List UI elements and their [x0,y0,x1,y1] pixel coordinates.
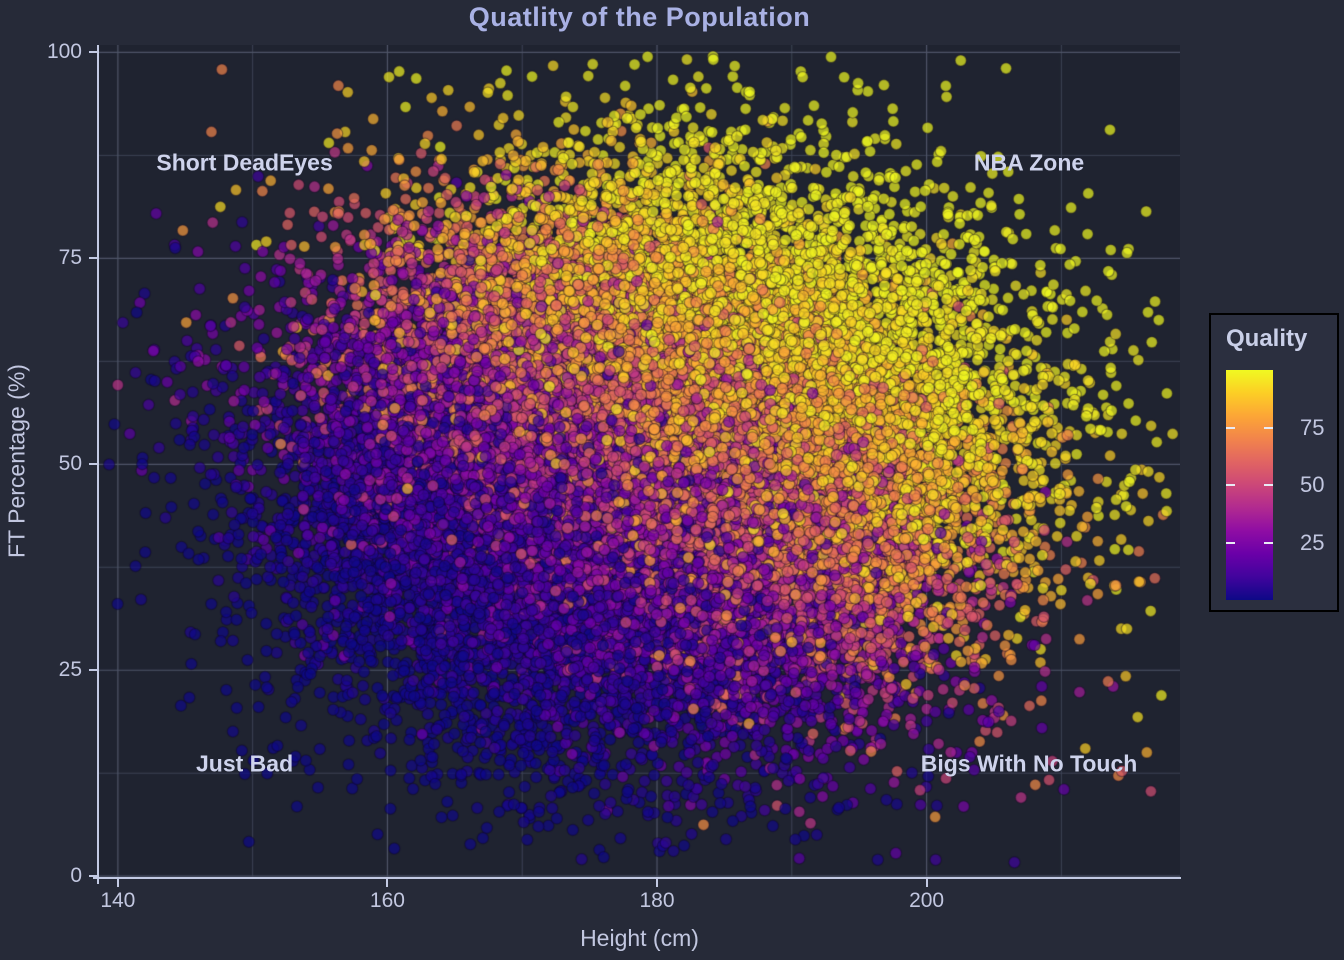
colorbar-tick-mark [1226,541,1235,544]
y-axis-tick-label: 75 [58,246,82,270]
colorbar-tick-mark [1226,484,1235,486]
y-axis-tick-mark [89,51,97,54]
y-axis-tick-mark [89,669,97,672]
x-axis-tick-mark [656,879,659,887]
x-axis-title: Height (cm) [580,925,699,951]
colorbar-gradient: 25 50 75 [1226,370,1324,600]
y-axis-tick-mark [89,257,97,260]
chart-annotation: NBA Zone [973,149,1085,176]
chart-annotation: Bigs With No Touch [920,750,1138,777]
colorbar-tick-mark [1264,484,1273,486]
y-axis-tick-mark [89,463,97,466]
x-axis-tick-label: 160 [369,889,405,912]
colorbar-tick-label: 75 [1300,414,1325,440]
colorbar-tick-mark [1264,541,1273,544]
plot-area: Short DeadEyes NBA Zone Just Bad Bigs With … [99,45,1180,877]
x-axis-tick-mark [386,879,389,887]
chart-annotation: Just Bad [195,750,294,777]
chart-title: Quatlity of the Population [468,2,811,32]
colorbar-tick-label: 50 [1300,472,1325,497]
x-axis-tick-label: 140 [100,889,136,912]
chart-annotation: Short DeadEyes [156,149,333,176]
x-axis-tick-label: 200 [909,889,945,912]
colorbar-tick-mark [1264,426,1273,429]
y-axis-tick-label: 100 [46,40,82,64]
colorbar-legend-title: Quality [1226,325,1308,352]
y-axis-tick-label: 25 [58,658,82,682]
x-axis-tick-label: 180 [639,889,675,912]
y-axis-tick-mark [89,875,97,878]
y-axis-tick-label: 0 [70,864,82,888]
scatter-canvas [99,45,1180,877]
x-axis-line [93,877,1181,879]
x-axis-tick-mark [116,879,119,887]
colorbar-tick-label: 25 [1300,529,1325,555]
y-axis-line [97,45,99,884]
colorbar-legend: Quality 25 50 75 [1209,313,1339,612]
colorbar-tick-mark [1226,426,1235,429]
x-axis-tick-mark [925,879,928,887]
y-axis-tick-label: 50 [58,452,82,476]
